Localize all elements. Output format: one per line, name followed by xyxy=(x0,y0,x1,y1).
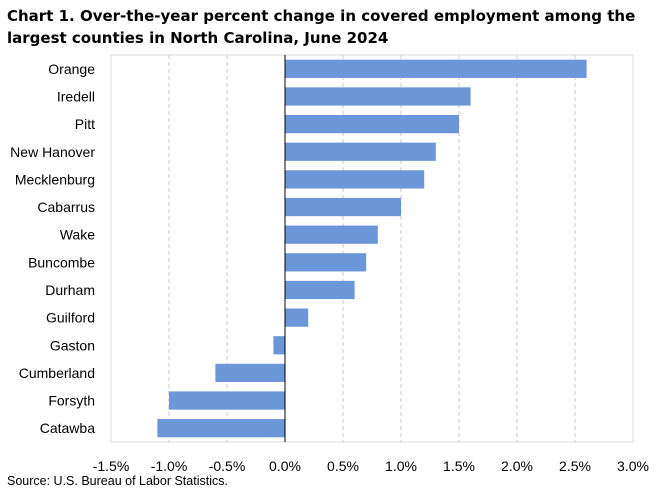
source-note: Source: U.S. Bureau of Labor Statistics. xyxy=(7,474,228,488)
category-label: Buncombe xyxy=(28,254,95,270)
bar-new-hanover xyxy=(285,142,436,161)
x-tick-label: 1.0% xyxy=(385,458,417,474)
bar-cumberland xyxy=(215,363,285,383)
bar-catawba xyxy=(157,419,285,438)
x-tick-label: 0.5% xyxy=(327,458,359,474)
x-tick-label: -1.5% xyxy=(93,458,130,474)
x-tick-labels: -1.5% -1.0% -0.5% 0.0% 0.5% 1.0% 1.5% 2.0% 2.5% 3… xyxy=(93,458,649,474)
category-label: Guilford xyxy=(46,310,95,326)
chart-title: Chart 1. Over-the-year percent change in… xyxy=(7,7,636,47)
category-label: Catawba xyxy=(40,420,95,436)
x-tick-label: 3.0% xyxy=(617,458,649,474)
bar-durham xyxy=(285,280,355,300)
category-label: Mecklenburg xyxy=(15,171,95,187)
bar-forsyth xyxy=(169,391,285,410)
x-tick-label: 1.5% xyxy=(443,458,475,474)
category-label: Wake xyxy=(60,227,95,243)
x-tick-label: -1.0% xyxy=(151,458,188,474)
bar-mecklenburg xyxy=(285,170,425,189)
x-tick-label: 2.5% xyxy=(559,458,591,474)
bar-pitt xyxy=(285,114,459,134)
bar-wake xyxy=(285,225,378,244)
bar-guilford xyxy=(285,308,309,327)
category-label: Forsyth xyxy=(48,393,95,409)
category-labels: Orange Iredell Pitt New Hanover Mecklenburg C… xyxy=(10,61,95,436)
bar-iredell xyxy=(285,87,471,106)
bar-gaston xyxy=(273,336,285,355)
category-label: New Hanover xyxy=(10,144,95,160)
x-tick-label: -0.5% xyxy=(209,458,246,474)
category-label: Pitt xyxy=(75,116,95,132)
category-label: Durham xyxy=(45,282,95,298)
plot-area xyxy=(110,54,634,443)
bars xyxy=(157,59,587,438)
category-label: Cumberland xyxy=(19,365,95,381)
category-label: Orange xyxy=(48,61,95,77)
category-label: Gaston xyxy=(50,337,95,353)
category-label: Iredell xyxy=(57,88,95,104)
bar-buncombe xyxy=(285,253,367,272)
x-tick-label: 2.0% xyxy=(501,458,533,474)
bar-orange xyxy=(285,59,587,78)
category-label: Cabarrus xyxy=(37,199,95,215)
x-tick-label: 0.0% xyxy=(269,458,301,474)
bar-cabarrus xyxy=(285,197,401,217)
